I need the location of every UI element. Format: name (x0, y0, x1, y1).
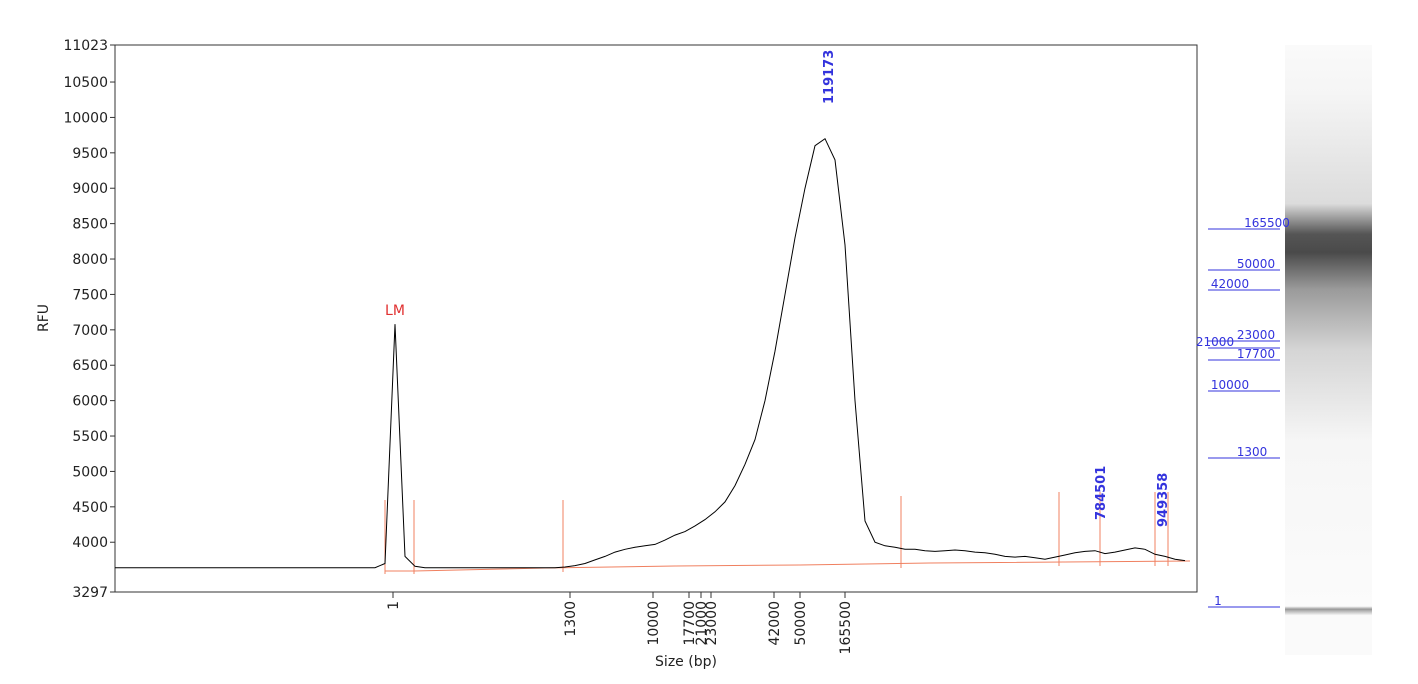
y-tick-label: 3297 (72, 585, 108, 601)
y-tick-label: 5500 (72, 429, 108, 445)
y-tick-label: 11023 (63, 38, 108, 54)
gel-ladder-label: 50000 (1237, 257, 1275, 271)
x-tick-label: 42000 (767, 601, 783, 646)
gel-ladder-label: 21000 (1196, 335, 1234, 349)
peak-label: 949358 (1156, 473, 1171, 527)
gel-ladder-label: 165500 (1244, 216, 1290, 230)
gel-ladder-label: 1 (1214, 594, 1222, 608)
y-tick-label: 10500 (63, 75, 108, 91)
y-tick-label: 8000 (72, 252, 108, 268)
y-tick-label: 5000 (72, 464, 108, 480)
gel-lane (1285, 45, 1372, 655)
y-tick-label: 9500 (72, 146, 108, 162)
peak-label: LM (385, 303, 405, 319)
x-tick-label: 17700 (682, 601, 698, 646)
y-tick-label: 6000 (72, 394, 108, 410)
gel-ladder-label: 42000 (1211, 277, 1249, 291)
x-tick-label: 50000 (793, 601, 809, 646)
y-tick-label: 9000 (72, 181, 108, 197)
region-markers (384, 492, 1191, 574)
x-tick-label: 21000 (694, 601, 710, 646)
y-axis-label: RFU (36, 304, 52, 332)
x-tick-label: 165500 (838, 601, 854, 654)
plot-frame (114, 44, 1198, 593)
y-tick-label: 7000 (72, 323, 108, 339)
gel-ladder-label: 17700 (1237, 347, 1275, 361)
y-tick-label: 8500 (72, 217, 108, 233)
x-tick-label: 23000 (704, 601, 720, 646)
gel-ladder-label: 10000 (1211, 378, 1249, 392)
x-axis-label: Size (bp) (655, 654, 717, 670)
y-tick-label: 4500 (72, 500, 108, 516)
y-tick-label: 4000 (72, 535, 108, 551)
gel-ladder-label: 1300 (1237, 445, 1268, 459)
x-tick-label: 10000 (646, 601, 662, 646)
trace (115, 137, 1186, 569)
y-tick-label: 7500 (72, 287, 108, 303)
peak-label: 119173 (822, 50, 837, 104)
peak-label: 784501 (1094, 466, 1109, 520)
x-tick-label: 1 (386, 601, 402, 610)
y-tick-label: 6500 (72, 358, 108, 374)
gel-ladder-label: 23000 (1237, 328, 1275, 342)
y-tick-label: 10000 (63, 110, 108, 126)
x-tick-label: 1300 (563, 601, 579, 637)
